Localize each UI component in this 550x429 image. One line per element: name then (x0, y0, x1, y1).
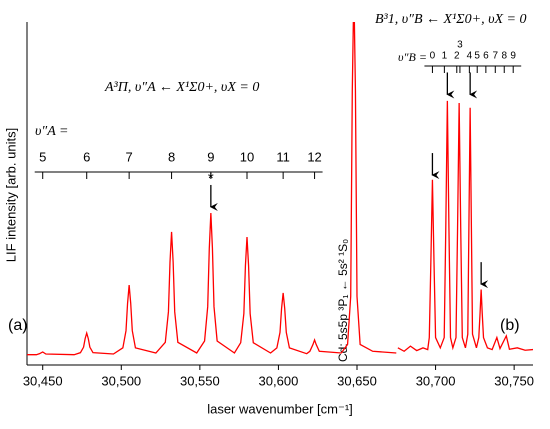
comb-label: 9 (510, 51, 516, 62)
x-tick-label: 30,550 (180, 373, 220, 388)
formula: A³Π, υ″A ← X¹Σ0+, υX = 0 (104, 80, 259, 95)
comb-title: υ″A = (35, 124, 69, 139)
x-tick-label: 30,650 (337, 373, 377, 388)
formula: B³1, υ″B ← X¹Σ0+, υX = 0 (375, 12, 527, 27)
star: * (208, 170, 214, 187)
comb-label: 2 (454, 51, 460, 62)
comb-label: 6 (483, 51, 489, 62)
panel-label: (a) (8, 317, 28, 334)
comb-label: 12 (307, 149, 321, 164)
x-tick-label: 30,700 (416, 373, 456, 388)
comb-label: 4 (467, 51, 473, 62)
comb-label: 5 (474, 51, 480, 62)
comb-label: 7 (126, 149, 133, 164)
x-tick-label: 30,750 (494, 373, 534, 388)
x-tick-label: 30,500 (101, 373, 141, 388)
comb-label: 9 (207, 149, 214, 164)
x-tick-label: 30,600 (259, 373, 299, 388)
atomic-line-label: Cd: 5s5p ³P₁ ← 5s² ¹S₀ (336, 239, 350, 362)
comb-label: 11 (276, 149, 290, 164)
panel-label: (b) (500, 317, 520, 334)
comb-label: 8 (501, 51, 507, 62)
comb-label: 7 (493, 51, 499, 62)
spectrum-line (27, 22, 533, 356)
comb-label: 1 (442, 51, 448, 62)
x-tick-label: 30,450 (23, 373, 63, 388)
y-axis-label: LIF intensity [arb. units] (3, 128, 18, 262)
x-axis-label: laser wavenumber [cm⁻¹] (207, 401, 353, 416)
comb-label: 6 (83, 149, 90, 164)
comb-label: 10 (240, 149, 254, 164)
comb-label: 8 (168, 149, 175, 164)
comb-label: 0 (430, 51, 436, 62)
comb-label: 3 (457, 40, 463, 51)
comb-label: 5 (39, 149, 46, 164)
comb-title: υ″B = (398, 50, 427, 64)
